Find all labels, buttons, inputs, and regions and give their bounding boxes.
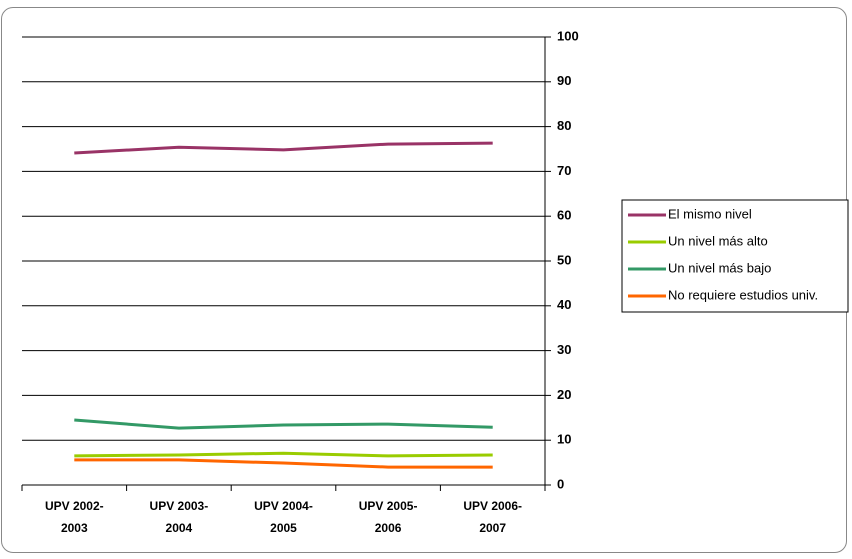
y-tick-label: 70	[557, 163, 571, 178]
series-line	[74, 451, 493, 458]
y-tick-label: 0	[557, 476, 564, 491]
legend-label: No requiere estudios univ.	[668, 287, 818, 302]
legend-label: Un nivel más alto	[668, 233, 768, 248]
series-line	[74, 458, 493, 469]
series-line	[74, 418, 493, 430]
legend-label: El mismo nivel	[668, 206, 752, 221]
x-tick-label: UPV 2006-2007	[463, 499, 523, 535]
y-tick-label: 40	[557, 297, 571, 312]
y-tick-label: 20	[557, 387, 571, 402]
y-tick-label: 60	[557, 208, 571, 223]
x-tick-label: UPV 2003-2004	[149, 499, 209, 535]
x-tick-label: UPV 2005-2006	[358, 499, 418, 535]
y-tick-label: 100	[557, 28, 579, 43]
y-tick-label: 10	[557, 432, 571, 447]
legend-box	[621, 199, 849, 313]
y-tick-label: 80	[557, 118, 571, 133]
y-tick-label: 50	[557, 252, 571, 267]
series-line	[74, 141, 493, 155]
x-tick-label: UPV 2002-2003	[44, 499, 104, 535]
legend-label: Un nivel más bajo	[668, 260, 771, 275]
y-tick-label: 30	[557, 342, 571, 357]
y-tick-label: 90	[557, 73, 571, 88]
x-tick-label: UPV 2004-2005	[254, 499, 313, 535]
